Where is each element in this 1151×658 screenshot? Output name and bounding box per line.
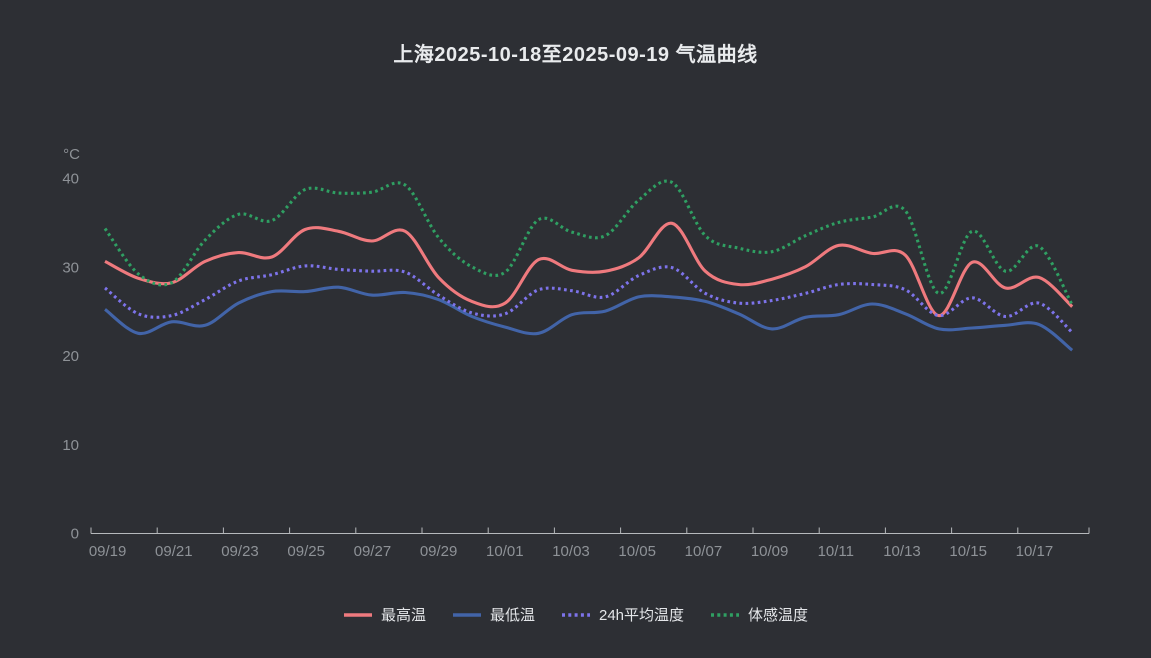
x-axis-tick-label: 09/23 bbox=[221, 543, 259, 560]
chart-legend: 最高温 最低温 24h平均温度 体感温度 bbox=[0, 604, 1151, 625]
y-axis-tick-label: 40 bbox=[62, 171, 79, 188]
y-axis-tick-label: 0 bbox=[71, 526, 79, 543]
legend-label-min-temp: 最低温 bbox=[489, 607, 535, 624]
x-axis-tick-label: 10/03 bbox=[552, 543, 590, 560]
legend-swatch-min-temp bbox=[452, 612, 481, 617]
series-line-min-temp bbox=[104, 285, 1074, 352]
legend-item-feels-like[interactable]: 体感温度 bbox=[710, 604, 808, 625]
y-axis-tick-label: 10 bbox=[62, 437, 79, 454]
x-axis-tick-label: 10/11 bbox=[818, 543, 854, 560]
legend-item-min-temp[interactable]: 最低温 bbox=[452, 604, 535, 625]
legend-label-max-temp: 最高温 bbox=[380, 607, 426, 624]
legend-swatch-feels-like bbox=[711, 612, 740, 617]
y-axis-tick-label: 30 bbox=[62, 259, 79, 276]
series-line-feels-like bbox=[103, 179, 1074, 306]
series-line-max-temp bbox=[104, 221, 1074, 318]
legend-item-max-temp[interactable]: 最高温 bbox=[343, 604, 426, 625]
x-axis-tick-label: 09/19 bbox=[89, 543, 127, 560]
legend-swatch-avg-temp-24h bbox=[561, 612, 590, 617]
chart-title: 上海2025-10-18至2025-09-19 气温曲线 bbox=[393, 44, 758, 66]
x-axis-tick-label: 10/07 bbox=[685, 543, 723, 560]
y-axis-unit-label: °C bbox=[63, 146, 80, 163]
x-axis-tick-label: 10/17 bbox=[1016, 543, 1054, 560]
x-axis-tick-label: 10/05 bbox=[618, 543, 656, 560]
legend-swatch-max-temp bbox=[343, 612, 372, 617]
legend-label-feels-like: 体感温度 bbox=[748, 607, 809, 624]
x-axis-tick-label: 09/25 bbox=[287, 543, 325, 560]
legend-item-avg-temp-24h[interactable]: 24h平均温度 bbox=[561, 604, 684, 625]
x-axis-tick-label: 10/01 bbox=[486, 543, 524, 560]
x-axis-tick-label: 09/21 bbox=[155, 543, 193, 560]
y-axis-tick-label: 20 bbox=[62, 348, 79, 365]
x-axis-tick-label: 10/13 bbox=[883, 543, 921, 560]
series-line-avg-temp-24h bbox=[104, 264, 1074, 334]
x-axis-tick-label: 10/15 bbox=[949, 543, 987, 560]
x-axis-tick-label: 09/27 bbox=[354, 543, 392, 560]
legend-label-avg-temp-24h: 24h平均温度 bbox=[598, 607, 685, 624]
x-axis-tick-label: 10/09 bbox=[751, 543, 789, 560]
x-axis-tick-label: 09/29 bbox=[420, 543, 458, 560]
